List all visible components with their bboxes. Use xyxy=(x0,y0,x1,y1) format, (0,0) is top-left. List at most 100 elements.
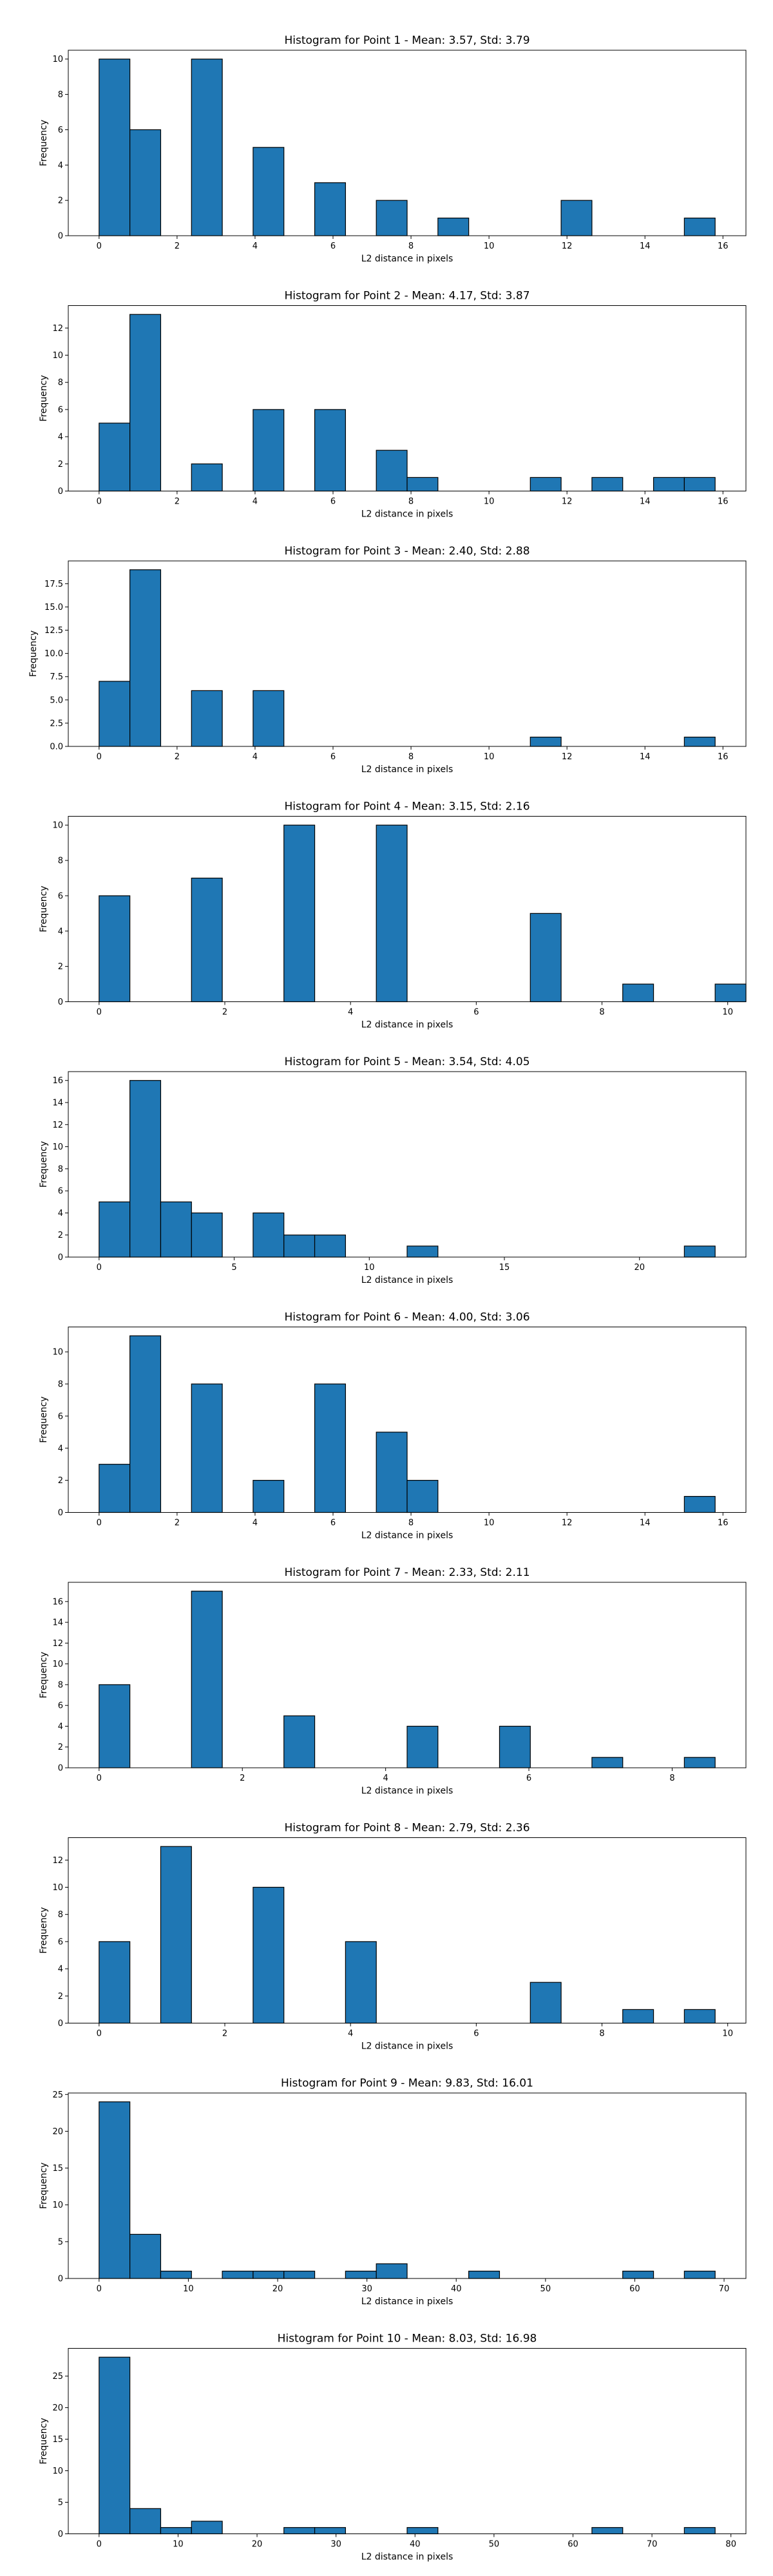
histogram-bar xyxy=(99,1941,131,2024)
y-tick-label: 6 xyxy=(58,1412,63,1421)
histogram-bar xyxy=(191,1212,223,1258)
histogram-bar xyxy=(683,736,716,747)
histogram-bar xyxy=(99,1464,131,1513)
histogram-bar xyxy=(683,2009,716,2024)
x-axis-label: L2 distance in pixels xyxy=(361,1531,453,1541)
y-tick-label: 4 xyxy=(58,1722,63,1732)
histogram-bar xyxy=(376,2263,408,2279)
y-tick-label: 14 xyxy=(52,1099,63,1108)
x-tick-label: 16 xyxy=(718,1519,729,1528)
x-tick-label: 8 xyxy=(408,242,414,251)
y-tick-label: 6 xyxy=(58,891,63,901)
x-tick-label: 6 xyxy=(330,242,336,251)
y-tick-label: 6 xyxy=(58,1187,63,1197)
histogram-bar xyxy=(99,2356,131,2535)
axes-frame xyxy=(68,1071,747,1258)
chart-title: Histogram for Point 2 - Mean: 4.17, Std:… xyxy=(284,290,530,303)
x-tick-label: 40 xyxy=(410,2540,421,2550)
y-tick-label: 10 xyxy=(52,2201,63,2210)
chart-title: Histogram for Point 9 - Mean: 9.83, Std:… xyxy=(281,2077,533,2090)
histogram-panel-3: Histogram for Point 3 - Mean: 2.40, Std:… xyxy=(28,545,747,775)
histogram-bar xyxy=(683,1245,716,1258)
y-tick-label: 0 xyxy=(58,487,63,497)
histogram-bar xyxy=(314,1383,346,1513)
histogram-bar xyxy=(129,314,162,492)
chart-title: Histogram for Point 4 - Mean: 3.15, Std:… xyxy=(284,800,530,813)
y-tick-label: 2.5 xyxy=(50,719,63,728)
histogram-bar xyxy=(530,477,562,492)
x-tick-label: 4 xyxy=(253,752,258,762)
histogram-bar xyxy=(406,2527,439,2535)
histogram-bar xyxy=(160,2527,192,2535)
x-tick-label: 12 xyxy=(562,752,573,762)
x-axis-label: L2 distance in pixels xyxy=(361,764,453,775)
axes-frame xyxy=(68,1582,747,1768)
x-tick-label: 2 xyxy=(222,2029,227,2039)
histogram-bar xyxy=(314,409,346,492)
x-tick-label: 14 xyxy=(640,242,651,251)
y-tick-label: 7.5 xyxy=(50,672,63,682)
x-axis-label: L2 distance in pixels xyxy=(361,2552,453,2562)
y-tick-label: 2 xyxy=(58,1231,63,1240)
histogram-bar xyxy=(283,824,316,1003)
y-axis-label: Frequency xyxy=(39,120,49,166)
histogram-bar xyxy=(191,690,223,747)
y-tick-label: 4 xyxy=(58,1444,63,1454)
histogram-bar xyxy=(653,477,685,492)
x-tick-label: 10 xyxy=(722,2029,733,2039)
chart-title: Histogram for Point 10 - Mean: 8.03, Std… xyxy=(278,2333,537,2345)
axes-frame xyxy=(68,1327,747,1513)
x-tick-label: 2 xyxy=(222,1008,227,1018)
y-tick-label: 5 xyxy=(58,2498,63,2508)
histogram-panel-9: Histogram for Point 9 - Mean: 9.83, Std:… xyxy=(39,2077,747,2307)
y-axis-label: Frequency xyxy=(39,886,49,932)
histogram-bar xyxy=(591,1757,624,1768)
y-tick-label: 2 xyxy=(58,460,63,469)
x-axis-label: L2 distance in pixels xyxy=(361,254,453,264)
histogram-bar xyxy=(160,1846,192,2024)
x-tick-label: 6 xyxy=(473,2029,479,2039)
y-tick-label: 2 xyxy=(58,1476,63,1486)
y-tick-label: 10 xyxy=(52,55,63,64)
histogram-bar xyxy=(591,2527,624,2535)
histogram-bar xyxy=(191,877,223,1003)
histogram-bar xyxy=(376,1432,408,1513)
histogram-panel-8: Histogram for Point 8 - Mean: 2.79, Std:… xyxy=(39,1822,747,2052)
y-tick-label: 10 xyxy=(52,1142,63,1152)
x-tick-label: 0 xyxy=(97,2284,102,2294)
x-tick-label: 6 xyxy=(473,1008,479,1018)
y-tick-label: 12 xyxy=(52,324,63,334)
y-axis-label: Frequency xyxy=(39,1396,49,1443)
y-tick-label: 25 xyxy=(52,2372,63,2382)
histogram-bar xyxy=(129,569,162,747)
x-tick-label: 12 xyxy=(562,1519,573,1528)
x-tick-label: 2 xyxy=(240,1774,245,1783)
x-tick-label: 0 xyxy=(97,1519,102,1528)
y-tick-label: 6 xyxy=(58,1937,63,1947)
histogram-bar xyxy=(406,477,439,492)
histogram-bar xyxy=(683,1757,716,1768)
y-tick-label: 10 xyxy=(52,1348,63,1358)
y-tick-label: 25 xyxy=(52,2090,63,2100)
x-tick-label: 8 xyxy=(669,1774,674,1783)
x-tick-label: 6 xyxy=(330,752,336,762)
histogram-bar xyxy=(99,2101,131,2279)
histogram-bar xyxy=(622,983,654,1003)
chart-title: Histogram for Point 3 - Mean: 2.40, Std:… xyxy=(284,545,530,558)
y-tick-label: 14 xyxy=(52,1618,63,1628)
histogram-bar xyxy=(622,2009,654,2024)
y-axis-label: Frequency xyxy=(39,375,49,421)
x-tick-label: 10 xyxy=(364,1263,375,1273)
x-tick-label: 2 xyxy=(175,752,180,762)
x-tick-label: 6 xyxy=(526,1774,531,1783)
histogram-bar xyxy=(222,2270,254,2279)
histogram-bar xyxy=(99,1684,131,1768)
histogram-bar xyxy=(191,59,223,236)
x-tick-label: 0 xyxy=(97,1263,102,1273)
x-tick-label: 4 xyxy=(348,2029,353,2039)
y-tick-label: 10 xyxy=(52,2467,63,2476)
y-tick-label: 4 xyxy=(58,161,63,171)
x-tick-label: 14 xyxy=(640,497,651,507)
y-tick-label: 12 xyxy=(52,1639,63,1649)
x-tick-label: 6 xyxy=(330,1519,336,1528)
